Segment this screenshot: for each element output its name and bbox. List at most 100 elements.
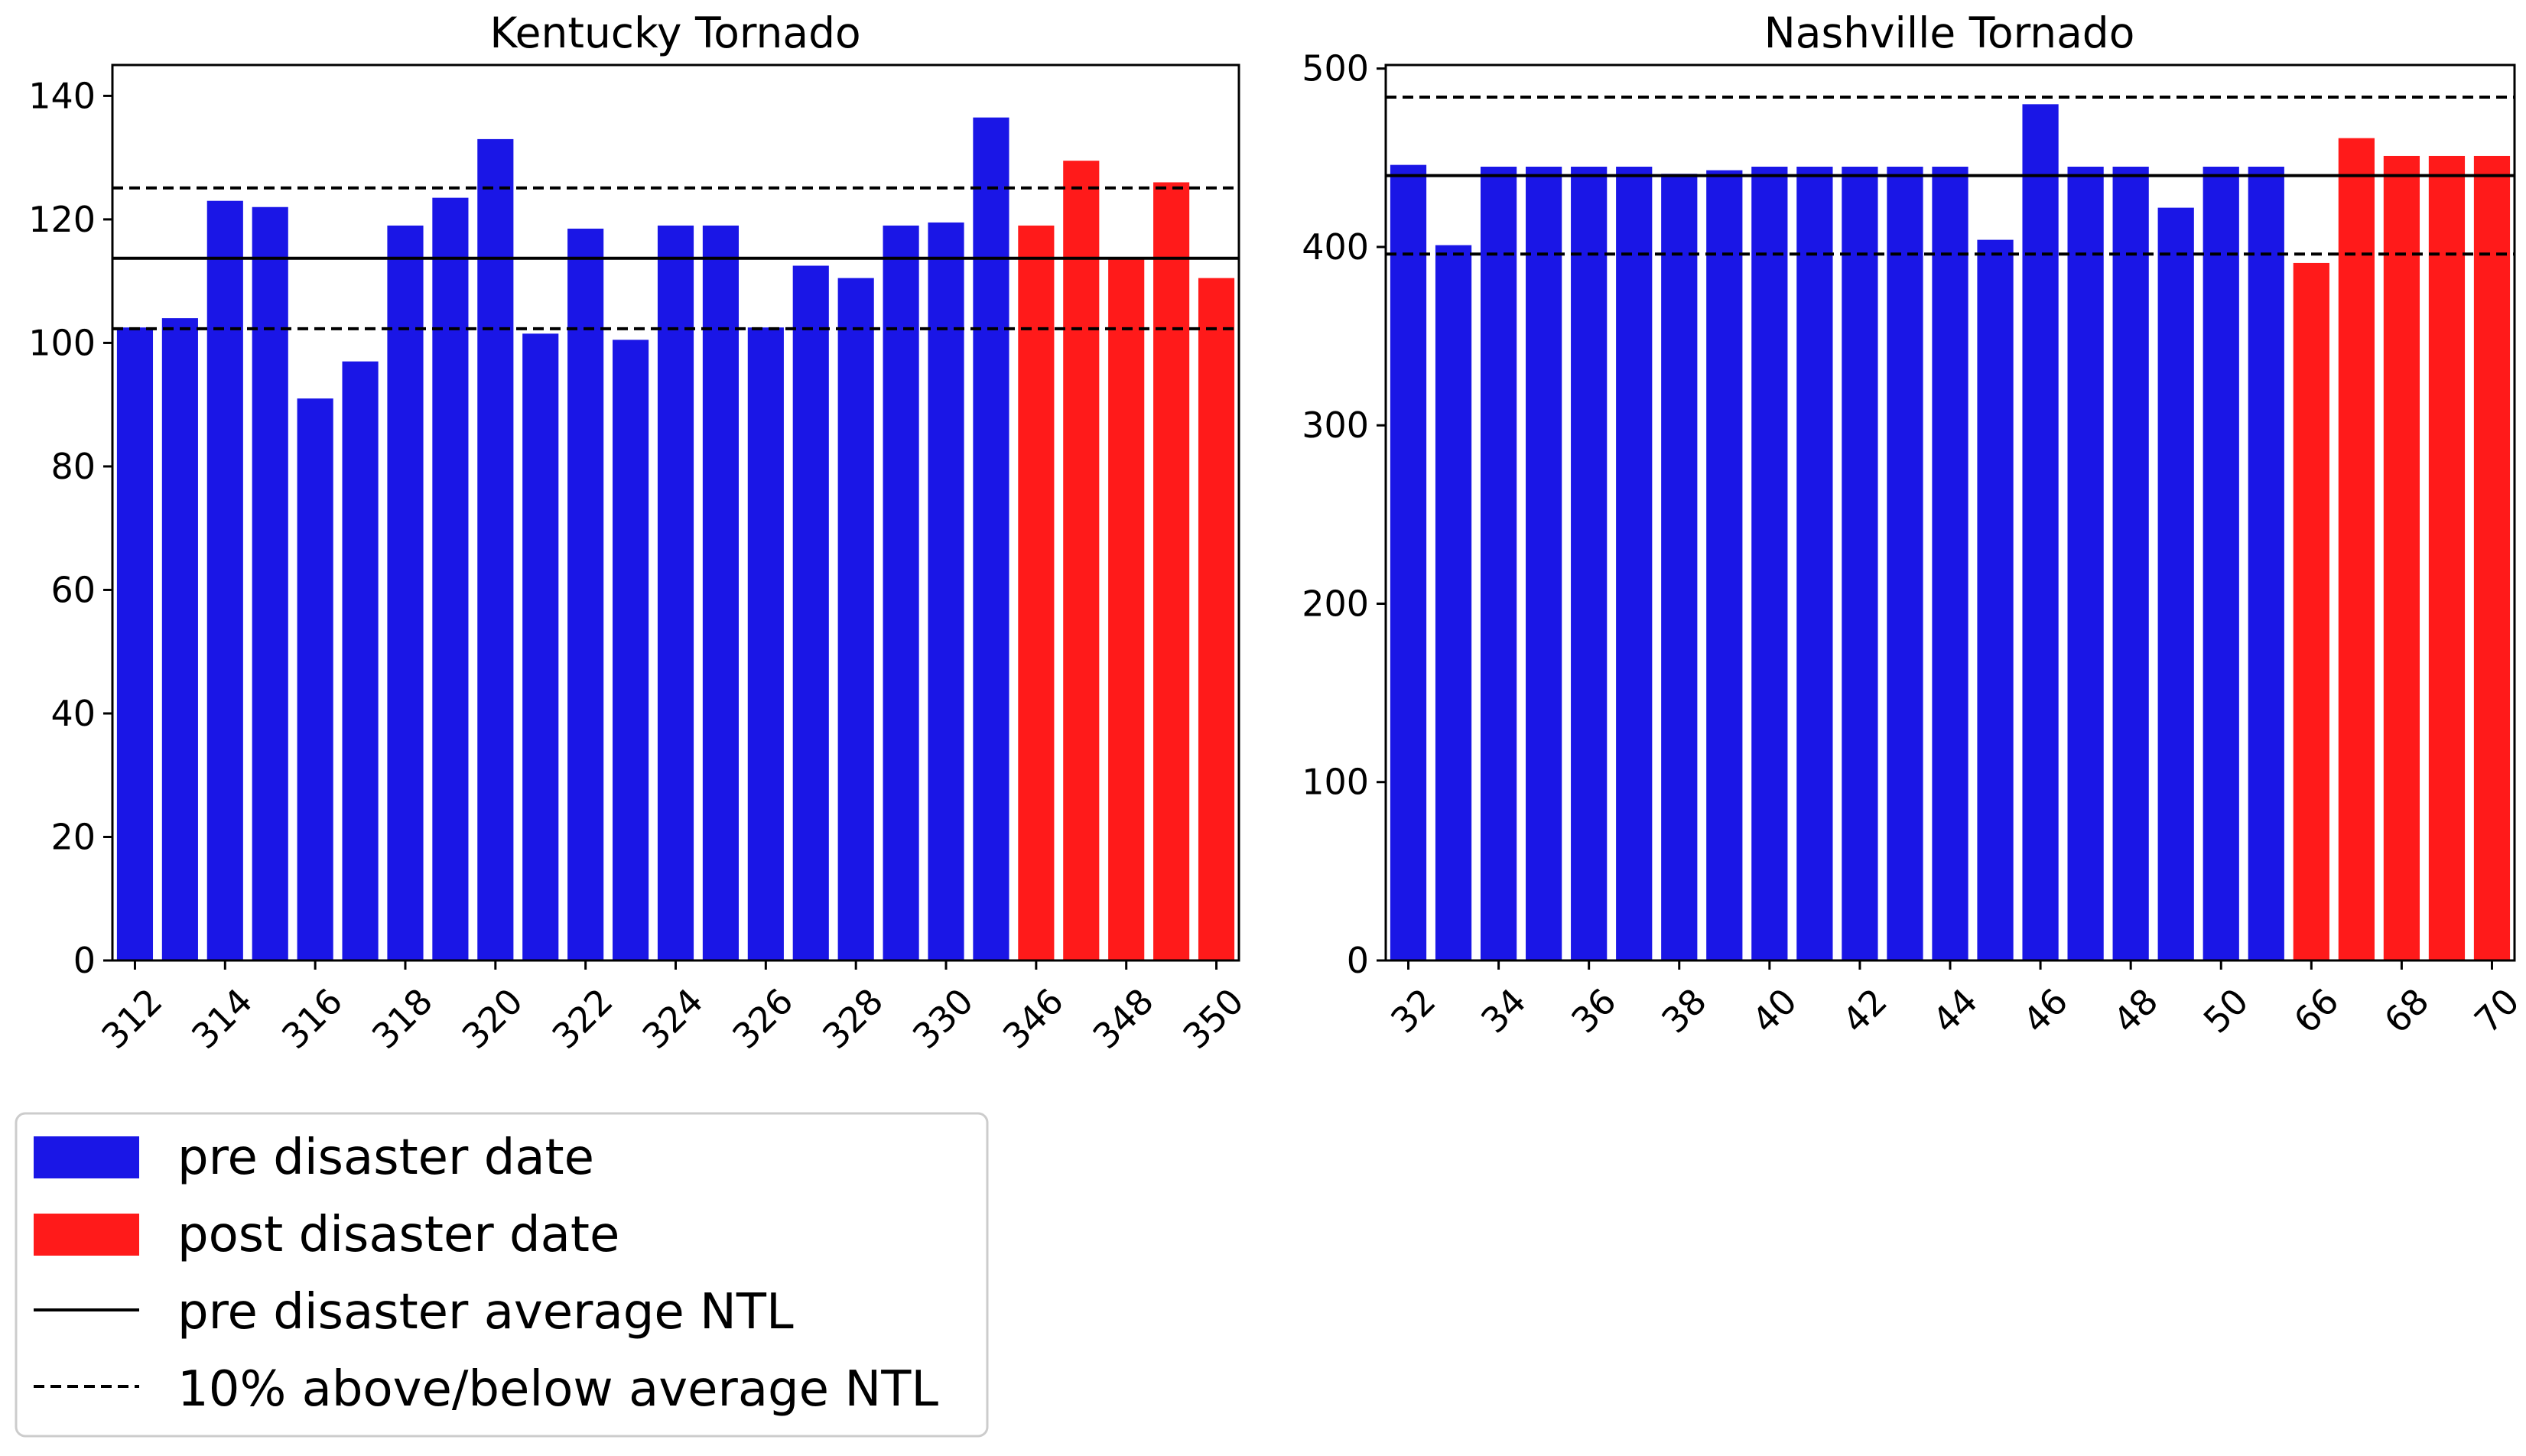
bar-346 [1018, 225, 1055, 960]
bar-329 [883, 225, 919, 960]
legend-label: pre disaster average NTL [177, 1284, 794, 1341]
bar-35 [1526, 166, 1562, 960]
y-tick-label: 100 [1302, 762, 1369, 803]
x-tick-label: 328 [814, 980, 891, 1057]
x-tick-label: 322 [544, 980, 620, 1057]
bar-317 [342, 361, 379, 961]
y-tick-label: 0 [73, 940, 96, 981]
bar-319 [432, 197, 469, 960]
bar-37 [1616, 166, 1653, 960]
x-tick-label: 314 [184, 980, 260, 1057]
bar-36 [1571, 166, 1608, 960]
bar-66 [2293, 262, 2329, 961]
bar-42 [1842, 166, 1878, 960]
bar-313 [161, 318, 198, 960]
bar-45 [1977, 239, 2014, 961]
bar-348 [1108, 259, 1145, 960]
x-tick-label: 32 [1383, 980, 1444, 1042]
bar-323 [613, 340, 649, 960]
x-tick-label: 44 [1925, 980, 1986, 1042]
bar-327 [792, 265, 829, 960]
chart-title: Kentucky Tornado [489, 8, 860, 57]
y-tick-label: 140 [28, 75, 96, 116]
x-tick-label: 316 [274, 980, 350, 1057]
x-tick-label: 346 [995, 980, 1071, 1057]
legend-swatch-post [34, 1214, 139, 1256]
bar-32 [1390, 164, 1427, 960]
bar-38 [1661, 174, 1698, 960]
bar-325 [702, 225, 739, 960]
x-tick-label: 70 [2466, 980, 2526, 1042]
y-tick-label: 0 [1347, 940, 1369, 981]
x-tick-label: 348 [1085, 980, 1162, 1057]
bar-349 [1153, 182, 1190, 960]
bar-47 [2067, 166, 2104, 960]
bar-69 [2428, 155, 2466, 960]
bar-324 [657, 225, 694, 960]
bar-68 [2383, 155, 2420, 960]
x-tick-label: 350 [1175, 980, 1251, 1057]
x-tick-label: 66 [2286, 980, 2347, 1042]
y-tick-label: 60 [50, 569, 96, 610]
bar-318 [387, 225, 424, 960]
y-tick-label: 20 [50, 816, 96, 857]
bar-70 [2473, 155, 2511, 960]
x-tick-label: 326 [724, 980, 801, 1057]
bar-322 [567, 229, 604, 960]
bar-312 [116, 327, 154, 961]
x-tick-label: 36 [1563, 980, 1624, 1042]
bar-315 [252, 206, 288, 960]
bar-350 [1198, 278, 1235, 960]
bar-48 [2112, 166, 2149, 960]
x-tick-label: 40 [1744, 980, 1805, 1042]
legend-item-ten-percent: 10% above/below average NTL [34, 1361, 938, 1418]
bar-41 [1796, 166, 1833, 960]
bar-331 [973, 117, 1009, 961]
nashville-tornado-chart: Nashville Tornado 0 100 200 300 400 500 32 34 36… [1302, 8, 2526, 1042]
x-tick-label: 50 [2196, 980, 2257, 1042]
y-tick-label: 200 [1302, 583, 1369, 624]
bar-33 [1435, 245, 1472, 960]
x-tick-label: 46 [2015, 980, 2076, 1042]
bar-39 [1706, 170, 1743, 961]
x-tick-label: 68 [2376, 980, 2437, 1042]
bar-314 [206, 200, 243, 961]
bar-347 [1063, 161, 1100, 960]
legend-label: post disaster date [177, 1207, 619, 1263]
bar-50 [2203, 166, 2239, 960]
y-tick-label: 120 [28, 199, 96, 240]
legend-item-post: post disaster date [34, 1207, 619, 1263]
x-tick-label: 38 [1653, 980, 1715, 1042]
x-tick-label: 48 [2105, 980, 2167, 1042]
x-tick-label: 42 [1834, 980, 1895, 1042]
x-tick-label: 318 [364, 980, 441, 1057]
x-tick-label: 34 [1473, 980, 1534, 1042]
y-tick-label: 500 [1302, 48, 1369, 89]
x-tick-label: 330 [905, 980, 981, 1057]
bar-316 [297, 398, 333, 960]
bar-67 [2338, 138, 2375, 961]
y-tick-label: 100 [28, 322, 96, 363]
bar-330 [928, 222, 964, 961]
legend-item-pre: pre disaster date [34, 1129, 594, 1186]
legend-swatch-pre [34, 1136, 139, 1178]
bar-40 [1751, 166, 1788, 960]
x-tick-label: 320 [454, 980, 531, 1057]
legend: pre disaster date post disaster date pre… [15, 1112, 989, 1438]
bar-34 [1480, 166, 1517, 960]
legend-label: pre disaster date [177, 1129, 594, 1186]
y-tick-label: 400 [1302, 226, 1369, 268]
y-tick-label: 40 [50, 693, 96, 734]
bar-43 [1887, 166, 1923, 960]
x-tick-label: 324 [634, 980, 710, 1057]
legend-label: 10% above/below average NTL [177, 1361, 938, 1418]
x-tick-label: 312 [93, 980, 170, 1057]
bar-49 [2157, 207, 2194, 961]
y-tick-label: 300 [1302, 405, 1369, 446]
bar-46 [2022, 104, 2059, 960]
bar-320 [477, 138, 514, 960]
legend-item-average: pre disaster average NTL [34, 1284, 794, 1341]
bar-321 [522, 333, 559, 960]
